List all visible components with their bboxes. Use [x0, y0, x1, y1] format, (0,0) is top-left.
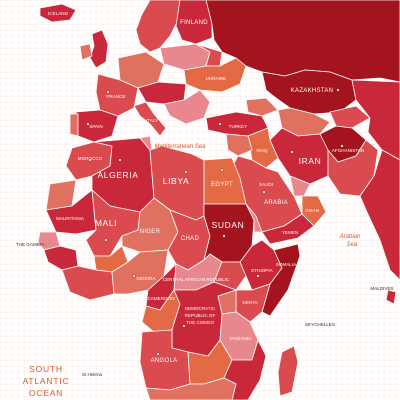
label-turkey: TURKEY [229, 124, 248, 129]
india [359, 149, 400, 281]
oman [301, 195, 327, 227]
label-ukraine: UKRAINE [206, 76, 226, 81]
label-drc-line1: DEMOCRATIC [185, 306, 216, 311]
label-angola: ANGOLA [151, 358, 178, 364]
label-mediterranean: Mediterranean Sea [154, 144, 206, 150]
label-somalia: SOMALIA [276, 262, 297, 267]
namibia-botswana [145, 377, 237, 400]
balkans [163, 89, 211, 125]
caucasus [245, 97, 279, 117]
label-france: FRANCE [107, 94, 126, 99]
ireland [79, 43, 93, 61]
label-iraq: IRAQ [256, 148, 268, 153]
kazakhstan [261, 69, 357, 115]
label-finland: FINLAND [180, 20, 208, 26]
eritrea [245, 203, 263, 233]
label-niger: NIGER [140, 229, 161, 235]
sri-lanka [385, 289, 397, 305]
label-arabia: ARABIA [264, 200, 288, 206]
label-spain: SPAIN [89, 124, 102, 129]
label-libya: LIBYA [163, 176, 189, 186]
uk [89, 29, 109, 69]
label-saudi: SAUDI [259, 182, 273, 187]
label-drc-line2: REPUBLIC OF [185, 313, 216, 318]
label-mauritania: MAURITANIA [56, 216, 85, 221]
somalia [261, 243, 301, 317]
pakistan [327, 139, 379, 197]
label-south-atlantic-2: ATLANTIC [23, 376, 70, 386]
italy [133, 101, 167, 137]
label-car: CENTRAL AFRICAN REPUBLIC [163, 277, 230, 282]
label-south-atlantic-3: OCEAN [29, 388, 63, 398]
label-kazakhstan: KAZAKHSTAN [291, 88, 334, 94]
label-egypt: EGYPT [211, 182, 233, 188]
mali [85, 189, 141, 257]
portugal [69, 113, 79, 137]
label-morocco: MOROCCO [78, 156, 103, 161]
china-west [351, 79, 400, 161]
label-st-helena: St Helena [82, 372, 103, 377]
label-italy: ITALY [146, 118, 158, 123]
ukraine [183, 57, 247, 93]
finland [175, 0, 213, 45]
iceland [39, 3, 77, 23]
label-drc-line3: THE CONGO [186, 320, 214, 325]
label-seychelles: SEYCHELLES [305, 322, 335, 327]
label-oman: OMAN [305, 208, 319, 213]
western-sahara [45, 179, 77, 211]
label-tanzania: TANZANIA [229, 336, 252, 341]
madagascar [277, 345, 299, 397]
label-cameroon: CAMEROON [147, 296, 174, 301]
label-chad: CHAD [181, 236, 200, 242]
france [95, 73, 139, 117]
label-yemen: YEMEN [282, 230, 298, 235]
egypt [203, 157, 247, 205]
label-arabian-sea-2: Sea [347, 242, 358, 248]
label-nigeria: NIGERIA [137, 276, 157, 281]
label-iceland: ICELAND [48, 11, 69, 16]
label-maldives: MALDIVES [370, 286, 393, 291]
label-south-atlantic-1: SOUTH [29, 364, 63, 374]
label-mali: MALI [95, 218, 117, 228]
label-algeria: ALGERIA [97, 170, 138, 180]
label-kenya: KENYA [242, 300, 258, 305]
city-markers [86, 88, 344, 356]
kyrgyz-tajik [329, 105, 371, 129]
label-sudan: SUDAN [212, 220, 245, 230]
label-iran: IRAN [299, 156, 322, 166]
label-afghanistan: AFGHANISTAN [332, 148, 364, 153]
syria-levant [225, 133, 253, 157]
yemen [261, 213, 315, 245]
label-ethiopia: ETHIOPIA [251, 268, 273, 273]
label-arabian-sea-1: Arabian [339, 234, 361, 240]
south-sudan [213, 261, 247, 291]
label-gambia: THE GAMBIA [16, 242, 45, 247]
